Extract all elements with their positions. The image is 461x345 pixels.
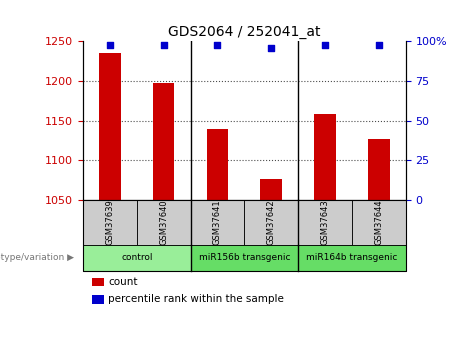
Text: count: count: [108, 277, 138, 287]
Title: GDS2064 / 252041_at: GDS2064 / 252041_at: [168, 25, 320, 39]
Bar: [368, 139, 390, 200]
Point: [214, 42, 221, 47]
Text: GSM37639: GSM37639: [106, 200, 114, 245]
Text: GSM37643: GSM37643: [320, 200, 330, 245]
Bar: [99, 53, 121, 200]
Text: miR164b transgenic: miR164b transgenic: [306, 253, 397, 263]
Text: GSM37642: GSM37642: [267, 200, 276, 245]
Bar: [153, 83, 174, 200]
Text: GSM37644: GSM37644: [374, 200, 383, 245]
Point: [267, 45, 275, 50]
Text: genotype/variation ▶: genotype/variation ▶: [0, 253, 74, 263]
Text: GSM37640: GSM37640: [159, 200, 168, 245]
Text: GSM37641: GSM37641: [213, 200, 222, 245]
Bar: [314, 115, 336, 200]
Bar: [260, 179, 282, 200]
Text: miR156b transgenic: miR156b transgenic: [199, 253, 290, 263]
Point: [160, 42, 167, 47]
Text: percentile rank within the sample: percentile rank within the sample: [108, 294, 284, 304]
Bar: [207, 129, 228, 200]
Point: [106, 42, 113, 47]
Point: [321, 42, 329, 47]
Point: [375, 42, 383, 47]
Text: control: control: [121, 253, 153, 263]
